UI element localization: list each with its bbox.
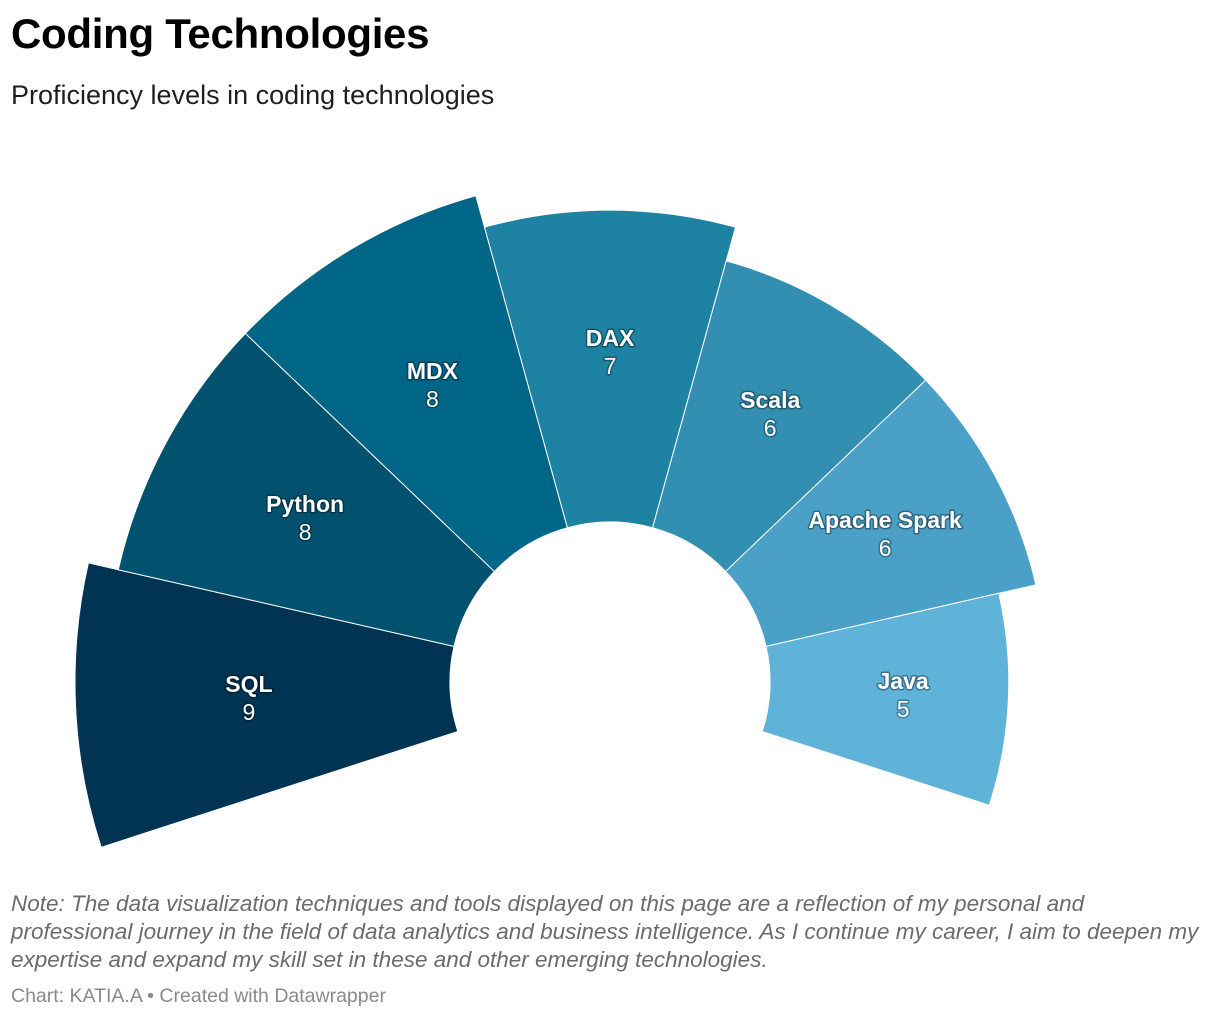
chart-title: Coding Technologies <box>11 10 430 57</box>
segment-value: 5 <box>897 696 910 722</box>
segment-value: 9 <box>243 699 256 725</box>
chart-note: Note: The data visualization techniques … <box>11 891 1199 972</box>
segment-dax <box>483 209 737 529</box>
chart-segments <box>74 195 1037 848</box>
segment-label: Java <box>878 668 929 694</box>
chart-subtitle: Proficiency levels in coding technologie… <box>11 80 495 110</box>
segment-python <box>117 332 496 647</box>
segment-label: MDX <box>407 358 459 384</box>
segment-label: Python <box>266 491 344 517</box>
segment-value: 6 <box>764 415 777 441</box>
segment-label: Apache Spark <box>808 507 962 533</box>
segment-label: DAX <box>586 325 635 351</box>
segment-value: 6 <box>879 535 892 561</box>
segment-value: 8 <box>299 519 312 545</box>
segment-label: SQL <box>225 671 272 697</box>
chart-credit: Chart: KATIA.A • Created with Datawrappe… <box>11 985 386 1007</box>
segment-value: 7 <box>604 353 617 379</box>
segment-sql <box>74 562 459 848</box>
segment-scala <box>651 260 927 573</box>
segment-label: Scala <box>740 387 800 413</box>
segment-apache-spark <box>724 379 1037 647</box>
segment-value: 8 <box>426 386 439 412</box>
segment-mdx <box>244 195 569 573</box>
segment-java <box>761 592 1010 806</box>
